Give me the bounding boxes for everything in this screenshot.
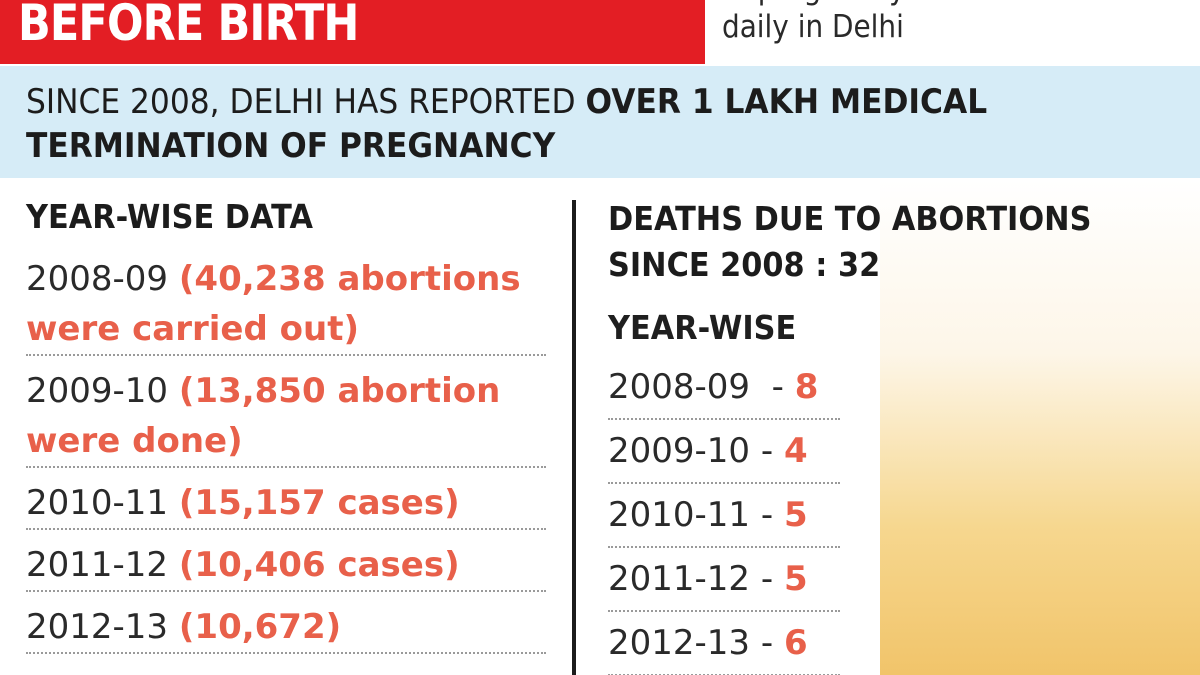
headline: SINCE 2008, DELHI HAS REPORTED OVER 1 LA… bbox=[26, 80, 1093, 168]
photo-background bbox=[880, 180, 1200, 675]
death-row: 2010-11 - 5 bbox=[608, 484, 840, 548]
headline-bold: OVER 1 LAKH MEDICAL TERMINATION OF PREGN… bbox=[26, 82, 988, 166]
deaths-list: 2008-09 - 8 2009-10 - 4 2010-11 - 5 2011-12… bbox=[608, 356, 1168, 675]
entry-year: 2012-13 bbox=[26, 607, 169, 647]
year-entry: 2012-13 (10,672) bbox=[26, 602, 546, 654]
death-row: 2012-13 - 6 bbox=[608, 612, 840, 675]
top-note: of pregnancy are carried out daily in De… bbox=[722, 0, 1145, 46]
entry-value: (13,850 abortion were done) bbox=[26, 371, 501, 461]
deaths-title-line-1: DEATHS DUE TO ABORTIONS bbox=[608, 199, 1092, 238]
death-count: 4 bbox=[783, 431, 808, 471]
entry-value: (15,157 cases) bbox=[178, 483, 460, 523]
death-count: 6 bbox=[783, 623, 808, 663]
year-entry: 2009-10 (13,850 abortion were done) bbox=[26, 366, 546, 468]
death-year: 2011-12 bbox=[608, 559, 751, 599]
death-count: 5 bbox=[783, 495, 808, 535]
entry-value: (40,238 abortions were carried out) bbox=[26, 259, 521, 349]
entry-year: 2009-10 bbox=[26, 371, 169, 411]
column-divider bbox=[572, 200, 576, 675]
year-entry: 2008-09 (40,238 abortions were carried o… bbox=[26, 254, 546, 356]
death-year: 2008-09 bbox=[608, 367, 751, 407]
year-wise-data-section: YEAR-WISE DATA 2008-09 (40,238 abortions… bbox=[26, 196, 546, 664]
death-year: 2012-13 bbox=[608, 623, 751, 663]
death-separator: - bbox=[750, 367, 795, 407]
death-count: 8 bbox=[794, 367, 819, 407]
deaths-subtitle: YEAR-WISE bbox=[608, 308, 797, 347]
death-separator: - bbox=[750, 495, 784, 535]
death-separator: - bbox=[750, 559, 784, 599]
page-title: BEFORE BIRTH bbox=[18, 0, 359, 52]
year-wise-data-list: 2008-09 (40,238 abortions were carried o… bbox=[26, 254, 546, 654]
death-count: 5 bbox=[783, 559, 808, 599]
year-wise-data-title: YEAR-WISE DATA bbox=[26, 197, 313, 236]
entry-value: (10,406 cases) bbox=[178, 545, 460, 585]
death-year: 2010-11 bbox=[608, 495, 751, 535]
death-row: 2008-09 - 8 bbox=[608, 356, 840, 420]
death-row: 2009-10 - 4 bbox=[608, 420, 840, 484]
entry-value: (10,672) bbox=[178, 607, 342, 647]
silhouette-photo bbox=[880, 180, 1200, 675]
deaths-section: DEATHS DUE TO ABORTIONS SINCE 2008 : 32 … bbox=[608, 196, 1168, 675]
death-row: 2011-12 - 5 bbox=[608, 548, 840, 612]
top-note-line-2: daily in Delhi bbox=[722, 9, 904, 45]
title-banner: BEFORE BIRTH bbox=[0, 0, 705, 64]
entry-year: 2010-11 bbox=[26, 483, 169, 523]
headline-band bbox=[0, 66, 1200, 178]
entry-year: 2008-09 bbox=[26, 259, 169, 299]
death-separator: - bbox=[750, 623, 784, 663]
year-entry: 2010-11 (15,157 cases) bbox=[26, 478, 546, 530]
death-separator: - bbox=[750, 431, 784, 471]
top-note-line-1: of pregnancy are carried out bbox=[722, 0, 1145, 8]
headline-plain: SINCE 2008, DELHI HAS REPORTED bbox=[26, 82, 586, 122]
deaths-title-line-2: SINCE 2008 : 32 bbox=[608, 245, 881, 284]
entry-year: 2011-12 bbox=[26, 545, 169, 585]
year-entry: 2011-12 (10,406 cases) bbox=[26, 540, 546, 592]
death-year: 2009-10 bbox=[608, 431, 751, 471]
